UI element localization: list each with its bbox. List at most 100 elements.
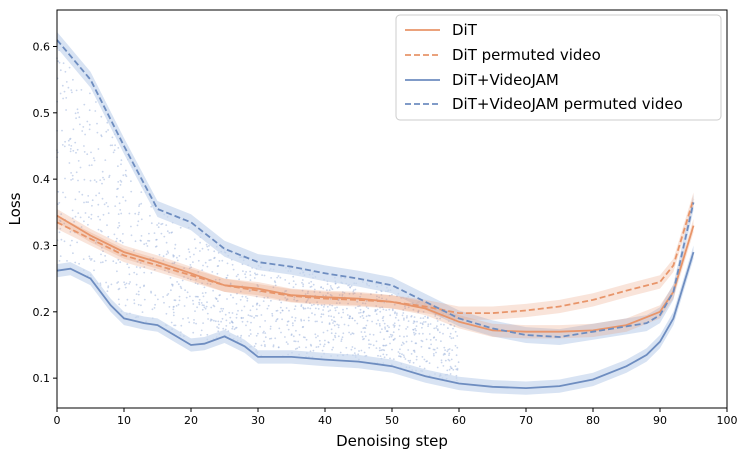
scatter-point [362, 327, 365, 330]
scatter-point [231, 321, 234, 323]
scatter-point [59, 92, 62, 95]
scatter-point [57, 60, 60, 63]
scatter-point [162, 296, 165, 298]
scatter-point [280, 331, 282, 334]
scatter-point [436, 347, 439, 349]
scatter-point [137, 213, 140, 216]
scatter-point [70, 172, 72, 174]
scatter-point [305, 300, 308, 303]
scatter-point [128, 266, 130, 269]
scatter-point [120, 212, 123, 215]
scatter-point [83, 201, 85, 204]
scatter-point [217, 327, 220, 329]
scatter-point [100, 261, 102, 264]
scatter-point [109, 144, 112, 147]
scatter-point [389, 333, 392, 336]
scatter-point [172, 314, 175, 317]
scatter-point [414, 327, 417, 330]
scatter-point [263, 296, 266, 299]
scatter-point [413, 316, 416, 318]
scatter-point [112, 151, 115, 154]
scatter-point [68, 66, 71, 69]
scatter-point [248, 335, 251, 337]
scatter-point [83, 103, 86, 106]
scatter-point [296, 347, 299, 350]
scatter-point [439, 317, 441, 320]
scatter-point [170, 289, 172, 292]
scatter-point [81, 130, 84, 132]
scatter-point [320, 304, 323, 307]
scatter-point [157, 298, 159, 301]
scatter-point [93, 260, 96, 262]
scatter-point [61, 144, 64, 146]
scatter-point [375, 309, 377, 312]
scatter-point [422, 317, 425, 319]
scatter-point [80, 89, 83, 91]
scatter-point [293, 340, 296, 343]
scatter-point [63, 240, 66, 243]
scatter-point [388, 326, 390, 329]
scatter-point [378, 323, 381, 325]
scatter-point [120, 159, 123, 162]
scatter-point [255, 308, 258, 311]
scatter-point [224, 313, 227, 316]
scatter-point [335, 302, 338, 304]
scatter-point [169, 277, 172, 279]
scatter-point [228, 311, 231, 314]
scatter-point [100, 253, 102, 256]
scatter-point [220, 320, 223, 323]
scatter-point [246, 297, 249, 300]
scatter-point [88, 255, 91, 258]
scatter-point [308, 282, 310, 284]
scatter-point [284, 297, 287, 299]
scatter-point [449, 332, 452, 335]
scatter-point [72, 128, 75, 131]
scatter-point [326, 283, 329, 285]
scatter-point [233, 328, 236, 331]
scatter-point [177, 283, 180, 286]
scatter-point [116, 237, 118, 240]
scatter-point [440, 340, 442, 343]
scatter-point [377, 319, 379, 322]
scatter-point [314, 333, 317, 336]
scatter-point [397, 319, 400, 322]
scatter-point [428, 347, 431, 350]
scatter-point [197, 271, 200, 273]
scatter-point [309, 307, 312, 310]
scatter-point [143, 243, 146, 246]
scatter-point [140, 202, 143, 205]
scatter-point [379, 355, 382, 357]
scatter-point [59, 227, 62, 230]
scatter-point [122, 233, 124, 235]
scatter-point [143, 266, 146, 268]
scatter-point [257, 285, 259, 287]
scatter-point [405, 316, 408, 319]
scatter-point [433, 327, 436, 330]
scatter-point [99, 179, 102, 182]
scatter-point [225, 277, 228, 279]
legend-label-dit: DiT [452, 21, 478, 39]
scatter-point [386, 324, 389, 327]
scatter-point [218, 260, 221, 262]
scatter-point [176, 281, 179, 283]
scatter-point [69, 148, 72, 150]
scatter-point [425, 338, 428, 341]
scatter-point [88, 123, 91, 126]
scatter-point [246, 320, 249, 323]
scatter-point [136, 260, 139, 263]
scatter-point [406, 335, 408, 338]
scatter-point [345, 346, 348, 349]
scatter-point [91, 204, 93, 207]
scatter-point [340, 338, 343, 341]
scatter-point [153, 268, 156, 271]
scatter-point [232, 296, 235, 299]
scatter-point [264, 336, 267, 339]
scatter-point [361, 314, 364, 317]
scatter-point [243, 305, 246, 308]
scatter-point [353, 292, 356, 295]
scatter-point [63, 145, 66, 148]
scatter-point [90, 259, 92, 261]
scatter-point [193, 253, 195, 256]
scatter-point [101, 246, 103, 249]
scatter-point [118, 224, 121, 227]
